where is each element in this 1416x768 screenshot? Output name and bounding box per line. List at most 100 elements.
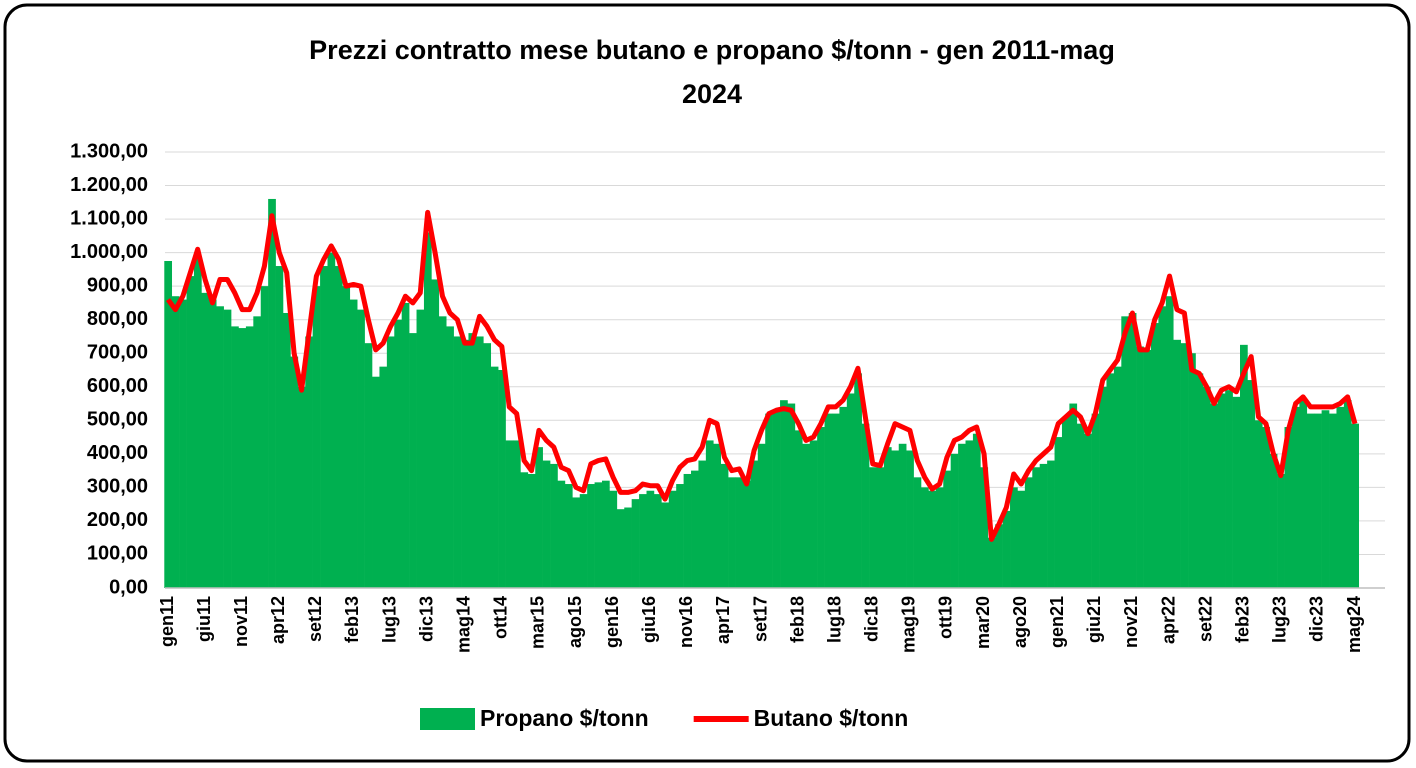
- legend-label: Propano $/tonn: [480, 705, 649, 731]
- y-tick-label: 1.200,00: [70, 174, 148, 196]
- x-tick-label: nov21: [1121, 596, 1141, 648]
- bar: [609, 490, 618, 588]
- bar: [564, 484, 573, 588]
- bar: [653, 494, 662, 588]
- bar: [216, 306, 224, 588]
- bar: [1158, 306, 1167, 588]
- legend-label: Butano $/tonn: [754, 705, 909, 731]
- bar: [1225, 390, 1233, 588]
- bar: [1277, 473, 1285, 588]
- bar: [1047, 460, 1055, 588]
- bar: [757, 443, 766, 588]
- bar: [409, 333, 417, 588]
- x-tick-label: nov16: [676, 596, 696, 648]
- bar: [557, 480, 566, 588]
- x-tick-label: mag14: [454, 596, 474, 653]
- bar: [512, 440, 521, 588]
- bar: [691, 470, 699, 588]
- y-tick-label: 300,00: [87, 476, 148, 498]
- bar: [1232, 396, 1241, 588]
- bar: [787, 403, 796, 588]
- x-tick-label: gen11: [157, 596, 177, 647]
- bar: [935, 487, 944, 588]
- x-tick-label: mar20: [973, 596, 993, 649]
- bar: [624, 507, 632, 588]
- bar: [572, 497, 581, 588]
- x-tick-label: ago15: [565, 596, 585, 648]
- x-tick-label: mag19: [899, 596, 919, 653]
- bar: [1240, 344, 1248, 588]
- bar: [453, 336, 462, 588]
- bar: [349, 299, 358, 588]
- bar: [201, 292, 210, 588]
- bar: [921, 487, 929, 588]
- x-tick-label: ott14: [491, 596, 511, 639]
- x-tick-label: dic13: [416, 596, 436, 642]
- y-tick-label: 1.300,00: [70, 140, 148, 162]
- bar: [520, 472, 529, 588]
- bar: [824, 413, 833, 588]
- bar: [698, 460, 707, 588]
- bar: [616, 509, 625, 588]
- bar: [980, 467, 989, 588]
- bar: [1136, 346, 1144, 588]
- bar: [1106, 373, 1115, 588]
- bar: [1306, 413, 1315, 588]
- bar: [958, 443, 966, 588]
- bar: [498, 370, 506, 588]
- bar: [780, 400, 788, 588]
- x-tick-label: ott19: [936, 596, 956, 639]
- bar: [1343, 400, 1352, 588]
- bar: [1032, 467, 1041, 588]
- bar: [193, 255, 202, 588]
- bar: [342, 286, 351, 588]
- bar: [772, 410, 781, 588]
- bar: [1299, 400, 1308, 588]
- x-tick-label: apr17: [713, 596, 733, 644]
- x-tick-label: gen16: [602, 596, 622, 648]
- legend-swatch: [420, 708, 475, 730]
- x-tick-label: giu11: [194, 596, 214, 642]
- bar: [906, 450, 914, 588]
- bar: [1121, 316, 1130, 588]
- x-tick-label: set12: [305, 596, 325, 642]
- bar: [1024, 477, 1033, 588]
- bar: [1291, 406, 1300, 588]
- x-tick-label: apr22: [1158, 596, 1178, 644]
- bar: [898, 443, 907, 588]
- bar: [794, 430, 803, 588]
- x-tick-label: feb13: [342, 596, 362, 643]
- y-tick-label: 0,00: [109, 576, 148, 598]
- bar: [646, 490, 655, 588]
- bar: [1039, 463, 1048, 588]
- x-tick-label: lug23: [1270, 596, 1290, 643]
- bar: [379, 366, 388, 588]
- bar: [208, 299, 217, 588]
- bar: [1002, 510, 1011, 588]
- bar: [179, 299, 187, 588]
- bar: [683, 473, 692, 588]
- bar: [1262, 427, 1270, 588]
- bar: [809, 440, 818, 588]
- bar: [1017, 490, 1026, 588]
- bar: [282, 312, 291, 588]
- x-tick-label: mar15: [528, 596, 548, 649]
- bar: [1351, 423, 1360, 588]
- bar: [891, 450, 900, 588]
- bar: [327, 252, 336, 588]
- x-tick-label: lug13: [379, 596, 399, 643]
- bar: [1165, 296, 1174, 588]
- bar: [676, 484, 684, 588]
- x-tick-label: mag24: [1344, 596, 1364, 653]
- bar: [987, 537, 996, 588]
- bar: [1321, 410, 1330, 588]
- bar: [950, 453, 959, 588]
- line: [165, 209, 1358, 542]
- bar: [394, 319, 402, 588]
- bar: [1010, 487, 1018, 588]
- y-tick-label: 600,00: [87, 375, 148, 397]
- y-tick-label: 1.000,00: [70, 241, 148, 263]
- bar: [483, 343, 492, 588]
- bar: [1143, 349, 1152, 588]
